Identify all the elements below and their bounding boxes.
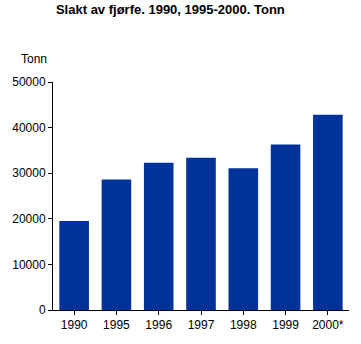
svg-text:1997: 1997 xyxy=(188,318,215,332)
svg-text:1996: 1996 xyxy=(145,318,172,332)
svg-text:Slakt av fjørfe. 1990, 1995-20: Slakt av fjørfe. 1990, 1995-2000. Tonn xyxy=(56,2,285,17)
svg-text:1998: 1998 xyxy=(230,318,257,332)
svg-text:10000: 10000 xyxy=(12,258,46,272)
svg-text:Tonn: Tonn xyxy=(21,52,47,66)
svg-text:30000: 30000 xyxy=(12,166,46,180)
svg-text:20000: 20000 xyxy=(12,212,46,226)
svg-text:1990: 1990 xyxy=(61,318,88,332)
svg-text:50000: 50000 xyxy=(12,75,46,89)
svg-text:0: 0 xyxy=(39,303,46,317)
svg-text:40000: 40000 xyxy=(12,121,46,135)
svg-text:1995: 1995 xyxy=(103,318,130,332)
svg-text:1999: 1999 xyxy=(272,318,299,332)
svg-text:2000*: 2000* xyxy=(312,318,344,332)
